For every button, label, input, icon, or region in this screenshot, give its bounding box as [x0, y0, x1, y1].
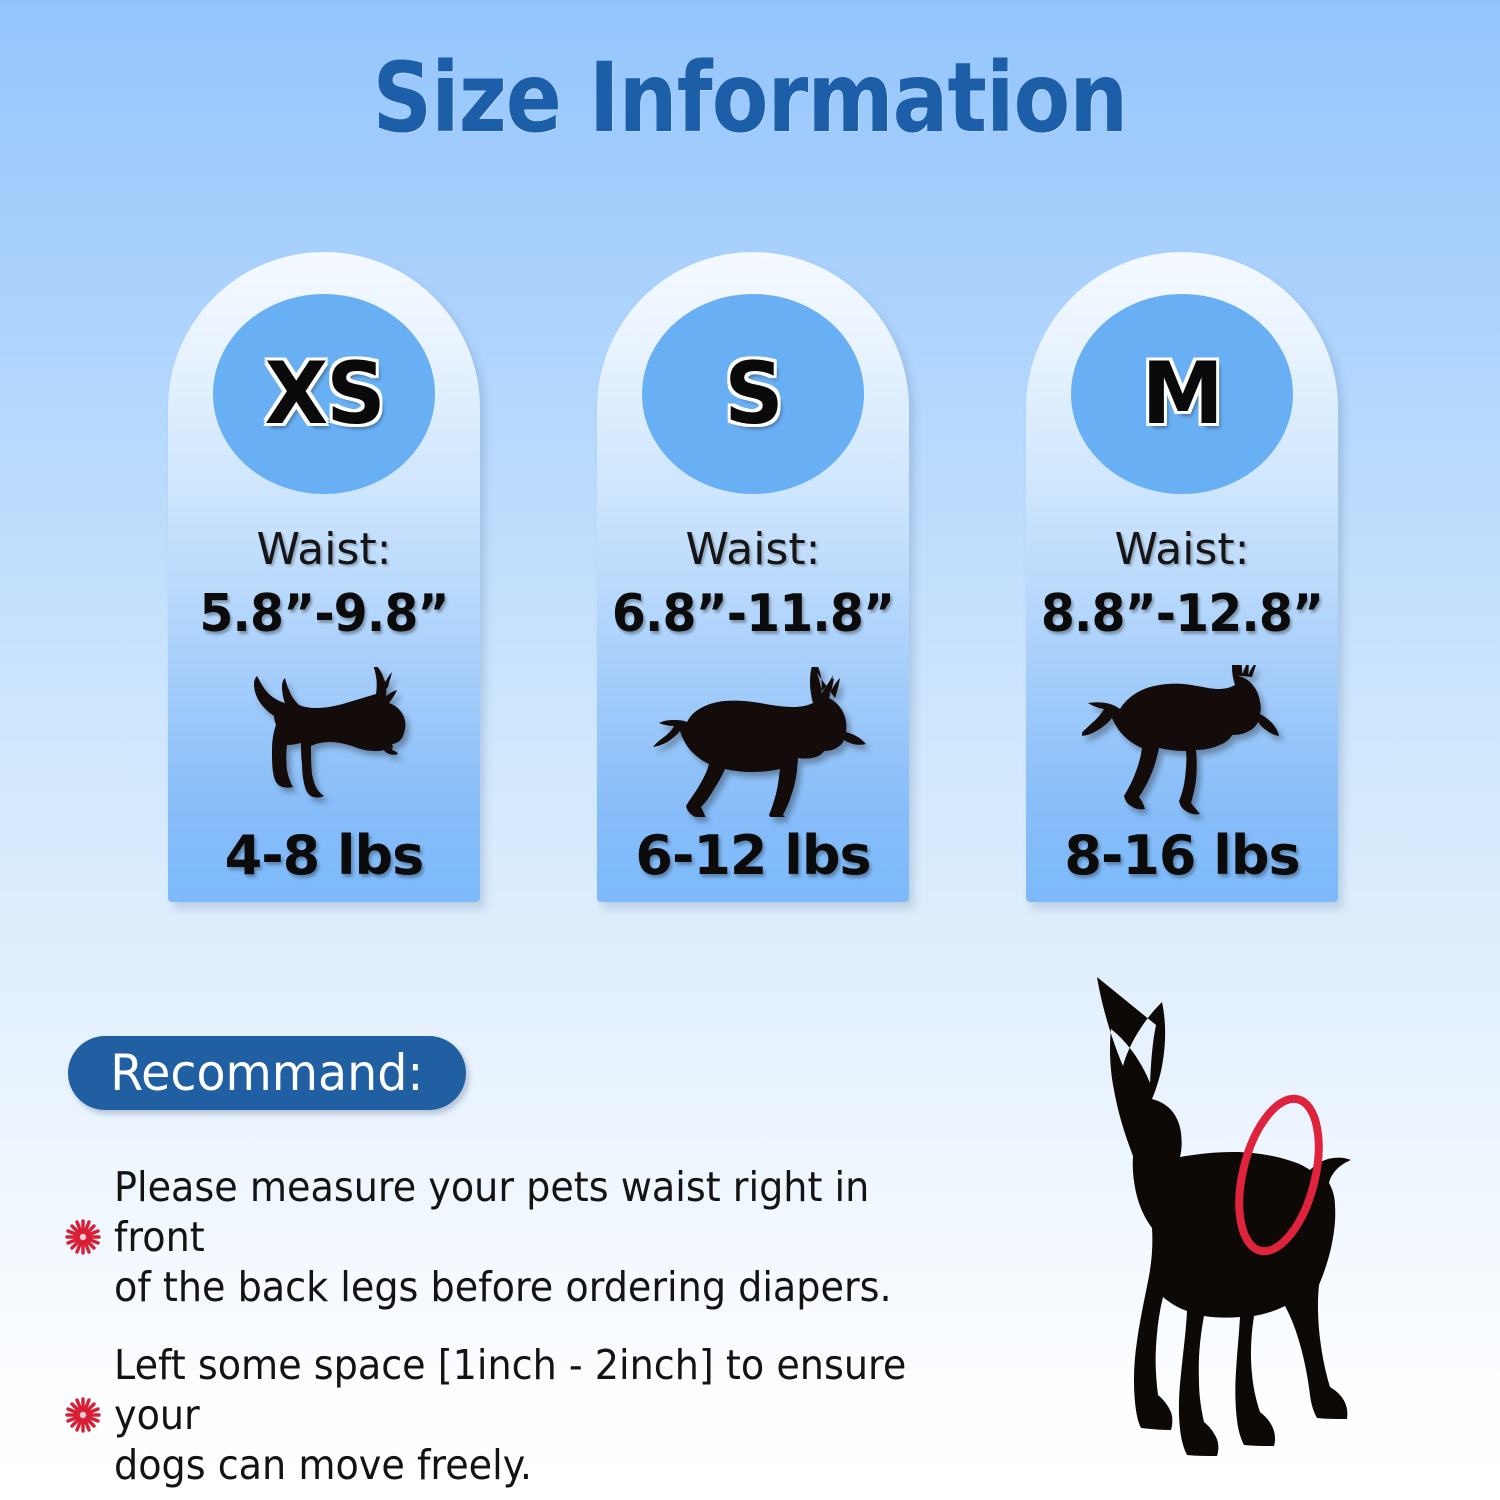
list-item: Please measure your pets waist right in … — [62, 1162, 1022, 1312]
waist-range-value: 5.8”-9.8” — [199, 584, 449, 644]
size-card-row: XS Waist: 5.8”-9.8” 4-8 lbs S Waist: 6.8… — [168, 252, 1338, 902]
size-label: S — [724, 344, 783, 444]
waist-caption: Waist: — [256, 524, 392, 575]
red-asterisk-icon — [62, 1216, 104, 1258]
recommend-badge: Recommand: — [68, 1036, 466, 1110]
size-card-xs[interactable]: XS Waist: 5.8”-9.8” 4-8 lbs — [168, 252, 480, 902]
size-card-s[interactable]: S Waist: 6.8”-11.8” 6-12 lbs — [597, 252, 909, 902]
size-badge-circle: S — [642, 294, 864, 494]
waist-range-value: 8.8”-12.8” — [1040, 584, 1324, 644]
size-badge-circle: XS — [213, 294, 435, 494]
list-item-label: Left some space [1inch - 2inch] to ensur… — [114, 1341, 907, 1490]
recommend-badge-label: Recommand: — [110, 1044, 424, 1102]
shepherd-silhouette-icon — [597, 652, 909, 832]
recommend-bullet-list: Please measure your pets waist right in … — [62, 1162, 1022, 1500]
red-waist-ring-icon — [1235, 1094, 1323, 1256]
size-label: XS — [264, 344, 385, 444]
size-badge-circle: M — [1071, 294, 1293, 494]
waist-caption: Waist: — [685, 524, 821, 575]
size-card-m[interactable]: M Waist: 8.8”-12.8” 8-16 lbs — [1026, 252, 1338, 902]
size-label: M — [1141, 344, 1224, 444]
list-item: Left some space [1inch - 2inch] to ensur… — [62, 1340, 1022, 1490]
waist-caption: Waist: — [1114, 524, 1250, 575]
list-item-label: Please measure your pets waist right in … — [114, 1163, 892, 1312]
page-title: Size Information — [372, 42, 1128, 154]
chihuahua-silhouette-icon — [168, 652, 480, 832]
red-asterisk-icon — [62, 1394, 104, 1436]
weight-range-value: 8-16 lbs — [1064, 824, 1300, 887]
waist-range-value: 6.8”-11.8” — [611, 584, 895, 644]
weight-range-value: 6-12 lbs — [635, 824, 871, 887]
weight-range-value: 4-8 lbs — [224, 824, 425, 887]
labrador-silhouette-icon — [1026, 652, 1338, 832]
standing-dog-silhouette-icon — [1035, 955, 1455, 1475]
